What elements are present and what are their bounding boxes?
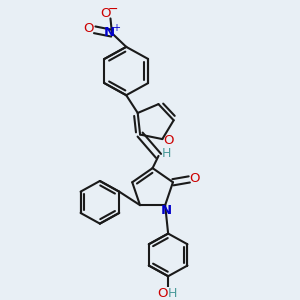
Text: +: +: [112, 23, 120, 33]
Text: H: H: [168, 287, 177, 300]
Text: H: H: [161, 146, 171, 160]
Text: O: O: [164, 134, 174, 147]
Text: O: O: [158, 287, 168, 300]
Text: N: N: [161, 204, 172, 217]
Text: N: N: [104, 26, 115, 39]
Text: O: O: [83, 22, 94, 35]
Text: O: O: [189, 172, 200, 185]
Text: O: O: [100, 8, 110, 20]
Text: −: −: [108, 3, 118, 16]
